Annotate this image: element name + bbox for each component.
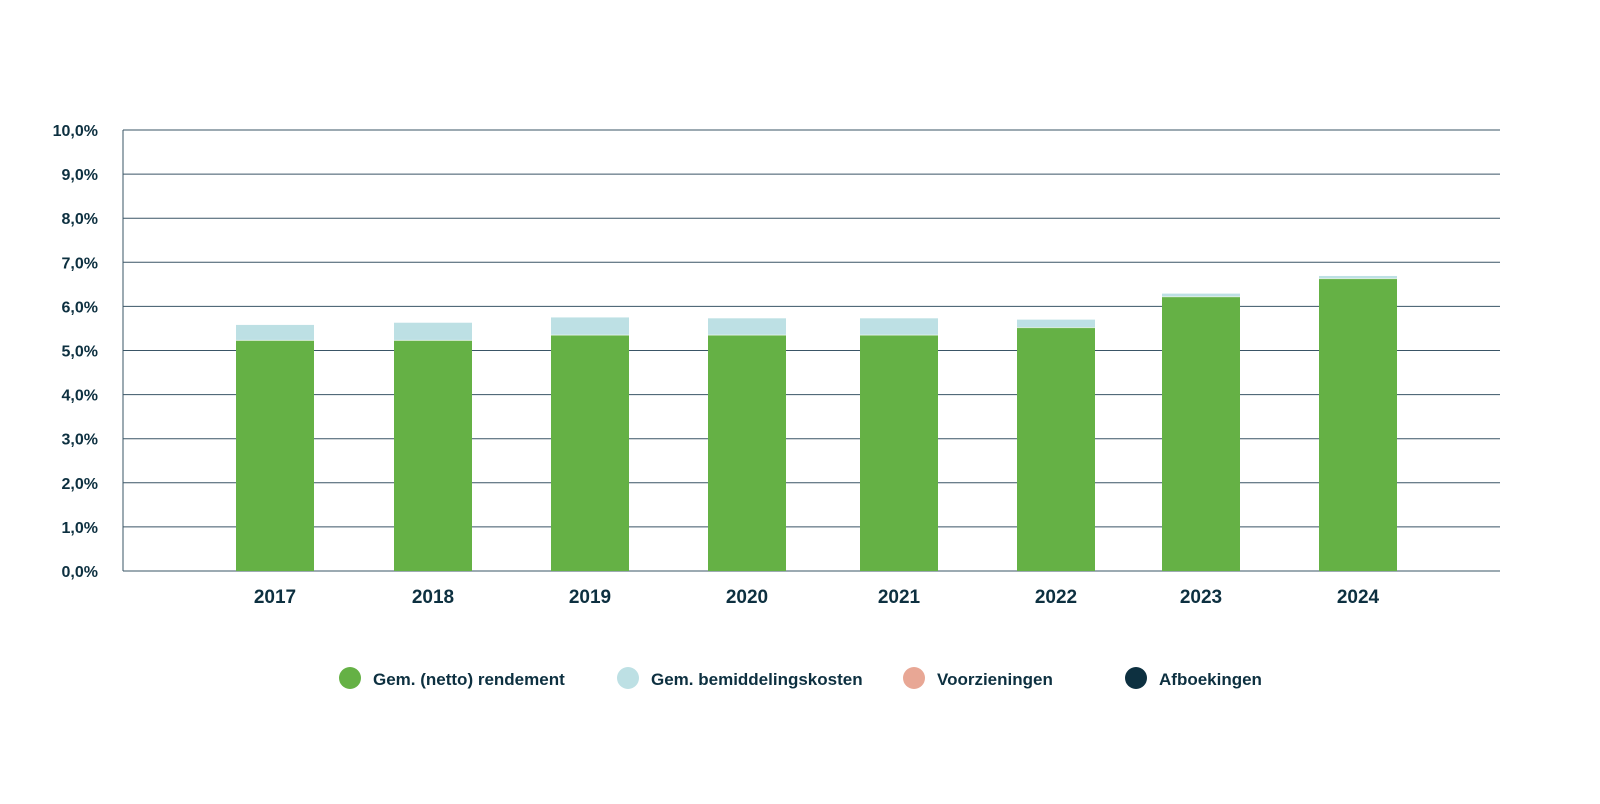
- bar-2021-series-0: [860, 335, 938, 571]
- legend-marker: [617, 667, 639, 689]
- bar-2018-series-0: [394, 340, 472, 571]
- legend-marker: [1125, 667, 1147, 689]
- y-tick-label: 10,0%: [53, 123, 98, 140]
- x-axis-tick-labels: 2017 2018 2019 2020 2021 2022 2023 2024: [254, 587, 1380, 608]
- y-tick-label: 6,0%: [62, 299, 98, 316]
- legend: Gem. (netto) rendement Gem. bemiddelingsk…: [339, 667, 1262, 689]
- gridlines: [122, 129, 1500, 572]
- y-axis-tick-labels: 0,0% 1,0% 2,0% 3,0% 4,0% 5,0% 6,0% 7,0% 8,0% 9,0%…: [53, 123, 98, 581]
- x-tick-label: 2017: [254, 587, 296, 608]
- x-tick-label: 2018: [412, 587, 454, 608]
- y-tick-label: 2,0%: [62, 476, 98, 493]
- x-tick-label: 2022: [1035, 587, 1077, 608]
- bar-2019-series-0: [551, 335, 629, 571]
- y-tick-label: 1,0%: [62, 520, 98, 537]
- bar-2017-series-1: [236, 324, 314, 341]
- y-tick-label: 4,0%: [62, 388, 98, 405]
- x-tick-label: 2024: [1337, 587, 1380, 608]
- bar-2022-series-0: [1017, 327, 1095, 571]
- y-tick-label: 5,0%: [62, 344, 98, 361]
- legend-marker: [903, 667, 925, 689]
- y-tick-label: 9,0%: [62, 167, 98, 184]
- bar-2024-series-1: [1319, 275, 1397, 279]
- y-tick-label: 7,0%: [62, 255, 98, 272]
- bar-2022-series-1: [1017, 319, 1095, 328]
- legend-label: Voorzieningen: [937, 670, 1053, 689]
- y-tick-label: 3,0%: [62, 432, 98, 449]
- legend-label: Gem. bemiddelingskosten: [651, 670, 863, 689]
- bar-2018-series-1: [394, 322, 472, 341]
- x-tick-label: 2020: [726, 587, 768, 608]
- bar-2023-series-1: [1162, 293, 1240, 297]
- y-tick-label: 8,0%: [62, 211, 98, 228]
- x-tick-label: 2021: [878, 587, 921, 608]
- legend-label: Gem. (netto) rendement: [373, 670, 565, 689]
- bar-2020-series-1: [708, 318, 786, 336]
- legend-marker: [339, 667, 361, 689]
- bars: [236, 275, 1397, 571]
- x-tick-label: 2023: [1180, 587, 1222, 608]
- bar-2019-series-1: [551, 317, 629, 336]
- y-tick-label: 0,0%: [62, 564, 98, 581]
- bar-2020-series-0: [708, 335, 786, 571]
- legend-label: Afboekingen: [1159, 670, 1262, 689]
- x-tick-label: 2019: [569, 587, 611, 608]
- bar-2017-series-0: [236, 340, 314, 571]
- bar-2021-series-1: [860, 318, 938, 336]
- bar-2023-series-0: [1162, 296, 1240, 571]
- bar-2024-series-0: [1319, 278, 1397, 571]
